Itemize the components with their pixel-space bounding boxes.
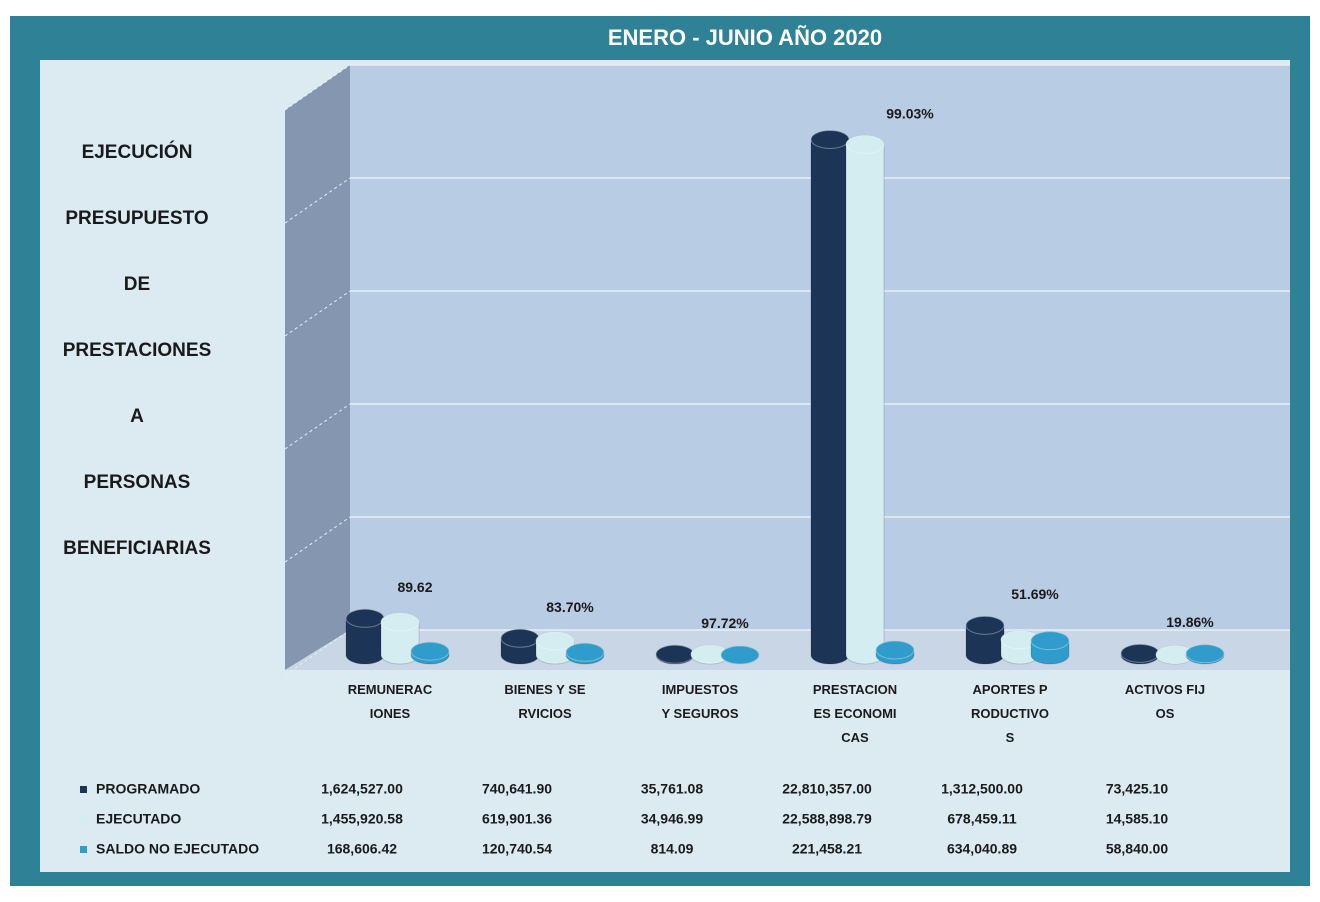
bar-top — [1120, 643, 1160, 663]
legend-key — [80, 786, 87, 793]
table-cell: 34,946.99 — [641, 811, 703, 827]
bar-top — [380, 612, 420, 632]
side-title: DE — [124, 274, 150, 295]
chart-title: ENERO - JUNIO AÑO 2020 — [608, 25, 882, 50]
bar-top — [1185, 644, 1225, 664]
grid-line — [284, 403, 351, 450]
x-tick-label: REMUNERACIONES — [347, 682, 433, 721]
category-box: APORTES PRODUCTIVOS — [971, 682, 1049, 745]
category-box: IMPUESTOS Y SEGUROS — [661, 682, 739, 721]
grid-line — [284, 290, 351, 337]
bar-top — [655, 644, 695, 664]
table-cell: 1,312,500.00 — [941, 781, 1023, 797]
grid-line — [284, 516, 351, 563]
bar-top — [1030, 631, 1070, 651]
x-tick-label: BIENES Y SERVICIOS — [504, 682, 586, 721]
category-box: REMUNERACIONES — [347, 682, 433, 721]
bar — [845, 135, 885, 665]
table-cell: 120,740.54 — [482, 841, 552, 857]
x-tick-label: APORTES PRODUCTIVOS — [971, 682, 1049, 745]
table-cell: 168,606.42 — [327, 841, 397, 857]
legend-key — [80, 816, 87, 823]
bar-top — [810, 129, 850, 149]
table-cell: 619,901.36 — [482, 811, 552, 827]
percent-label: 97.72% — [701, 615, 749, 631]
bar-top — [410, 641, 450, 661]
bar-top — [720, 645, 760, 665]
side-title: A — [130, 406, 144, 427]
table-cell: 22,588,898.79 — [782, 811, 872, 827]
bar-top — [565, 642, 605, 662]
table-cell: 634,040.89 — [947, 841, 1017, 857]
category-box: BIENES Y SERVICIOS — [504, 682, 586, 721]
grid-line — [284, 629, 351, 676]
side-title: PRESTACIONES — [63, 340, 212, 361]
table-cell: 740,641.90 — [482, 781, 552, 797]
table-cell: 221,458.21 — [792, 841, 862, 857]
table-cell: 58,840.00 — [1106, 841, 1168, 857]
category-box: PRESTACIONES ECONOMICAS — [812, 682, 898, 745]
x-tick-label: PRESTACIONES ECONOMICAS — [812, 682, 898, 745]
bar-top — [535, 631, 575, 651]
x-tick-label: ACTIVOS FIJOS — [1124, 682, 1206, 721]
side-title: PERSONAS — [84, 472, 191, 493]
legend-label: SALDO NO EJECUTADO — [96, 841, 259, 857]
table-cell: 678,459.11 — [947, 811, 1017, 827]
table-cell: 22,810,357.00 — [782, 781, 872, 797]
side-wall — [285, 65, 350, 670]
x-tick-label: IMPUESTOS Y SEGUROS — [661, 682, 739, 721]
side-title: EJECUCIÓN — [82, 141, 193, 163]
legend-label: EJECUTADO — [96, 811, 181, 827]
percent-label: 51.69% — [1011, 586, 1059, 602]
side-title: BENEFICIARIAS — [63, 538, 211, 559]
legend-key — [80, 846, 87, 853]
bar-top — [875, 640, 915, 660]
percent-label: 19.86% — [1166, 614, 1214, 630]
table-cell: 814.09 — [651, 841, 694, 857]
side-title: PRESUPUESTO — [65, 208, 208, 229]
table-cell: 73,425.10 — [1106, 781, 1168, 797]
table-cell: 35,761.08 — [641, 781, 703, 797]
grid-line — [284, 64, 351, 111]
percent-label: 83.70% — [546, 599, 594, 615]
percent-label: 89.62 — [397, 579, 432, 595]
bar — [810, 130, 850, 665]
table-cell: 1,455,920.58 — [321, 811, 403, 827]
percent-label: 99.03% — [886, 106, 934, 122]
category-box: ACTIVOS FIJOS — [1124, 682, 1206, 721]
bar-top — [845, 134, 885, 154]
legend-label: PROGRAMADO — [96, 781, 200, 797]
bar-top — [965, 615, 1005, 635]
grid-line — [284, 177, 351, 224]
bar-top — [345, 608, 385, 628]
table-cell: 1,624,527.00 — [321, 781, 403, 797]
bar-top — [500, 628, 540, 648]
table-cell: 14,585.10 — [1106, 811, 1168, 827]
